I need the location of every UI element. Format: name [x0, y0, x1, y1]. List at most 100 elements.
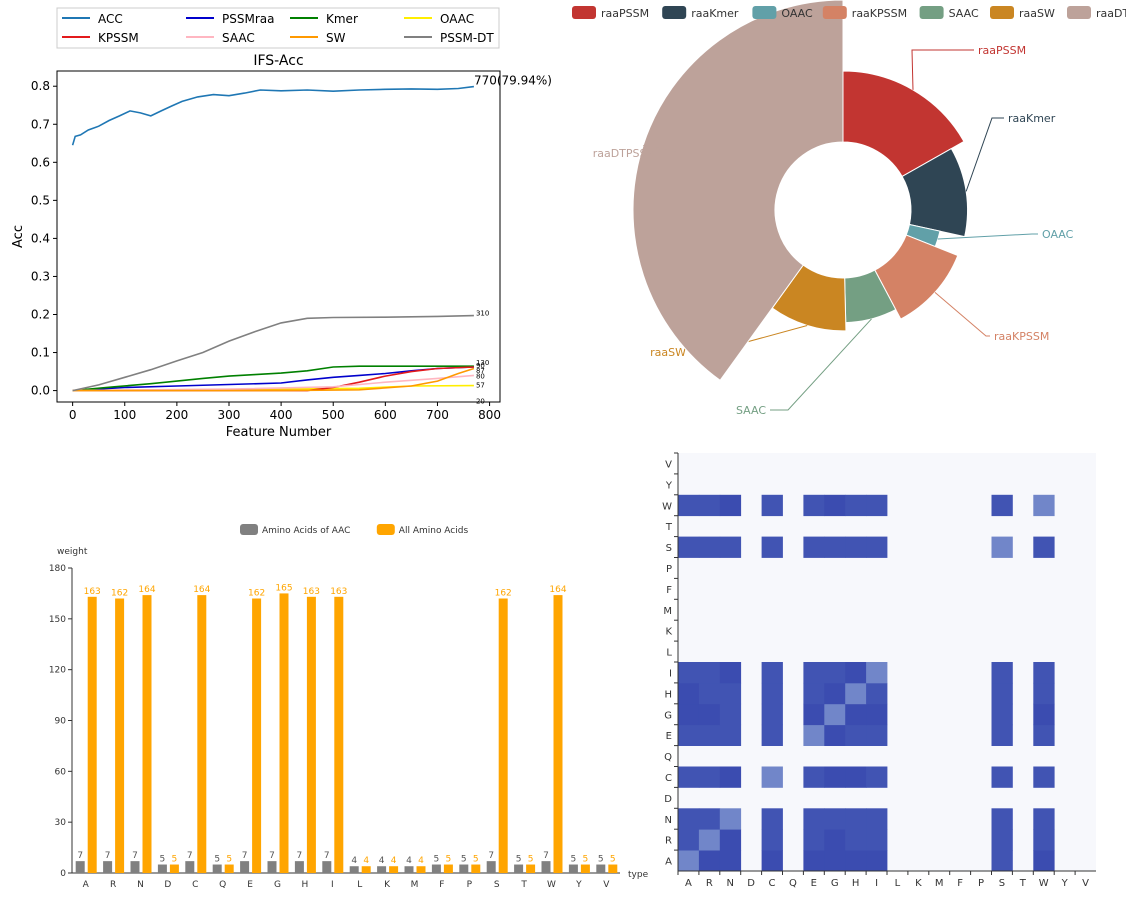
heatmap-cell: [698, 766, 721, 788]
heatmap-cell: [761, 850, 783, 872]
series-line: [72, 367, 475, 392]
x-tick-label: 800: [478, 408, 501, 422]
series-end-label: 310: [476, 310, 489, 318]
heatmap-cell: [803, 850, 825, 872]
x-tick-label: A: [685, 878, 692, 889]
legend-swatch: [990, 6, 1014, 19]
heatmap-cell: [719, 494, 742, 517]
legend-label: PSSMraa: [222, 12, 274, 26]
heatmap-cell: [1033, 703, 1055, 726]
heatmap-cell: [1033, 850, 1055, 872]
heatmap-cell: [866, 850, 888, 872]
heatmap-cell: [719, 536, 742, 558]
heatmap-cell: [845, 808, 867, 830]
bar: [322, 861, 332, 873]
heatmap-cell: [719, 682, 742, 705]
bar-value-label: 5: [583, 855, 589, 865]
heatmap-cell: [678, 662, 700, 684]
series-line: [71, 85, 474, 146]
bar-value-label: 7: [77, 851, 83, 861]
bar-value-label: 5: [214, 855, 220, 865]
legend-label: OAAC: [781, 7, 813, 20]
bar-value-label: 5: [446, 855, 452, 865]
x-tick-label: E: [247, 880, 253, 890]
bar: [115, 598, 125, 873]
bar: [471, 864, 481, 873]
x-tick-label: 500: [322, 408, 345, 422]
x-tick-label: 600: [374, 408, 397, 422]
slice-label: raaSW: [650, 346, 686, 359]
x-tick-label: T: [520, 880, 527, 890]
bar: [157, 864, 167, 873]
heatmap-cell: [803, 536, 825, 558]
heatmap-cell: [866, 536, 888, 558]
heatmap-cell: [845, 703, 867, 726]
y-tick-label: C: [665, 773, 672, 784]
x-tick-label: Q: [789, 878, 797, 889]
feature-rose-pie-chart: raaPSSM raaKmer OAAC raaKPSSM SAAC raaSW raaDT…: [572, 0, 1126, 417]
bar-value-label: 5: [571, 855, 577, 865]
legend-label: SW: [326, 31, 346, 45]
series-end-label: 87: [476, 367, 485, 375]
x-tick-label: I: [875, 878, 878, 889]
bar-value-label: 162: [495, 589, 512, 599]
bar: [389, 866, 399, 873]
y-tick-label: M: [663, 606, 672, 617]
x-tick-label: S: [494, 880, 500, 890]
bar: [279, 593, 289, 873]
heatmap-cell: [991, 662, 1013, 684]
bar: [267, 861, 277, 873]
bar: [75, 861, 85, 873]
bar-value-label: 5: [528, 855, 534, 865]
x-tick-label: 300: [218, 408, 241, 422]
heatmap-cell: [824, 766, 846, 788]
heatmap-cell: [866, 808, 888, 830]
heatmap-cell: [761, 682, 783, 705]
bar: [349, 866, 359, 873]
slice-label: OAAC: [1042, 228, 1074, 241]
y-tick-label: 0.5: [31, 193, 50, 207]
bar-value-label: 5: [610, 855, 616, 865]
heatmap-cell: [1033, 766, 1055, 788]
legend-label: KPSSM: [98, 31, 139, 45]
bar-value-label: 165: [275, 583, 292, 593]
x-axis-label: Feature Number: [226, 425, 332, 440]
y-tick-label: W: [662, 501, 672, 512]
heatmap-cell: [678, 536, 700, 558]
bar: [334, 596, 344, 873]
heatmap-cell: [1033, 494, 1055, 517]
y-tick-label: T: [665, 522, 673, 533]
heatmap-cell: [991, 536, 1013, 558]
y-tick-label: I: [669, 668, 672, 679]
bar-value-label: 5: [434, 855, 440, 865]
bar: [87, 596, 97, 873]
slice-leader-line: [770, 318, 872, 411]
x-tick-label: M: [935, 878, 944, 889]
legend-label: SAAC: [222, 31, 255, 45]
slice-label: raaKPSSM: [994, 330, 1049, 343]
bar: [169, 864, 179, 873]
y-axis-label: Acc: [11, 225, 26, 248]
bar-value-label: 7: [242, 851, 248, 861]
legend-label: ACC: [98, 12, 123, 26]
legend-box: [56, 7, 500, 49]
x-tick-label: R: [706, 878, 713, 889]
legend-label: raaSW: [1019, 7, 1055, 20]
y-tick-label: A: [665, 857, 672, 868]
heatmap-cell: [991, 724, 1013, 746]
bar-value-label: 164: [138, 585, 155, 595]
heatmap-cell: [698, 703, 721, 726]
bar: [431, 864, 441, 873]
bar-value-label: 4: [363, 856, 369, 866]
heatmap-cell: [824, 494, 846, 517]
y-tick-label: L: [666, 648, 672, 659]
bar: [361, 866, 371, 873]
heatmap-cell: [678, 703, 700, 726]
bar: [252, 598, 262, 873]
heatmap-cell: [698, 536, 721, 558]
bar-value-label: 7: [105, 851, 111, 861]
x-tick-label: Q: [219, 880, 226, 890]
x-tick-label: L: [895, 878, 901, 889]
y-tick-label: K: [665, 627, 672, 638]
bar: [608, 864, 618, 873]
